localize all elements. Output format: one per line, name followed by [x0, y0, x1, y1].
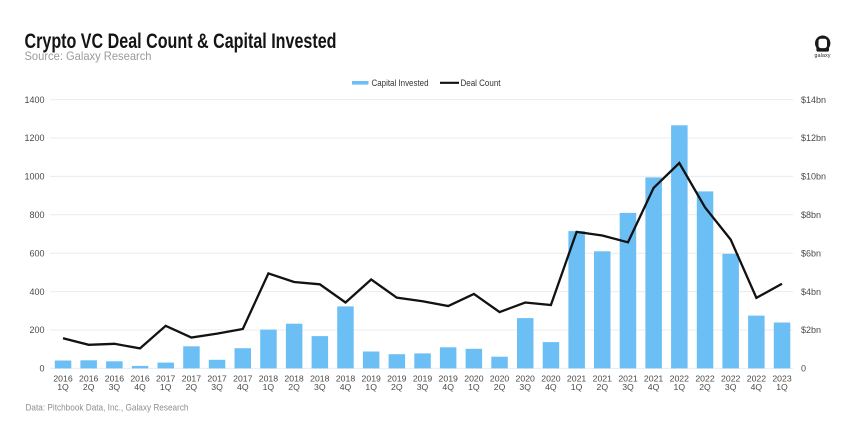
svg-text:2019: 2019	[362, 374, 381, 384]
svg-text:$12bn: $12bn	[801, 133, 826, 143]
svg-text:$8bn: $8bn	[801, 210, 821, 220]
svg-text:2022: 2022	[670, 374, 689, 384]
svg-text:4Q: 4Q	[442, 382, 454, 392]
svg-text:2021: 2021	[567, 374, 586, 384]
svg-text:$4bn: $4bn	[801, 287, 821, 297]
svg-text:1Q: 1Q	[160, 382, 172, 392]
svg-text:1Q: 1Q	[571, 382, 583, 392]
svg-text:Capital Invested: Capital Invested	[372, 78, 429, 89]
svg-text:galaxy: galaxy	[814, 53, 830, 59]
svg-text:200: 200	[29, 325, 44, 335]
svg-text:1Q: 1Q	[263, 382, 275, 392]
svg-text:$6bn: $6bn	[801, 248, 821, 258]
svg-text:1Q: 1Q	[468, 382, 480, 392]
svg-text:2019: 2019	[387, 374, 406, 384]
svg-text:1Q: 1Q	[674, 382, 686, 392]
svg-text:800: 800	[29, 210, 44, 220]
svg-text:1Q: 1Q	[365, 382, 377, 392]
svg-text:2020: 2020	[490, 374, 509, 384]
svg-text:Source: Galaxy Research: Source: Galaxy Research	[25, 49, 152, 63]
svg-text:3Q: 3Q	[417, 382, 429, 392]
svg-text:1200: 1200	[24, 133, 44, 143]
svg-text:2022: 2022	[721, 374, 740, 384]
svg-text:2020: 2020	[541, 374, 560, 384]
svg-text:2Q: 2Q	[699, 382, 711, 392]
svg-text:4Q: 4Q	[648, 382, 660, 392]
svg-text:3Q: 3Q	[519, 382, 531, 392]
svg-text:2022: 2022	[747, 374, 766, 384]
svg-text:2018: 2018	[310, 374, 329, 384]
svg-text:600: 600	[29, 248, 44, 258]
svg-text:4Q: 4Q	[134, 382, 146, 392]
svg-text:2018: 2018	[259, 374, 278, 384]
svg-text:2020: 2020	[516, 374, 535, 384]
svg-text:4Q: 4Q	[545, 382, 557, 392]
svg-text:2019: 2019	[413, 374, 432, 384]
svg-text:Crypto VC Deal Count & Capital: Crypto VC Deal Count & Capital Invested	[25, 30, 337, 53]
svg-text:2017: 2017	[207, 374, 226, 384]
svg-text:2Q: 2Q	[83, 382, 95, 392]
svg-text:2016: 2016	[105, 374, 124, 384]
svg-text:4Q: 4Q	[340, 382, 352, 392]
svg-text:400: 400	[29, 287, 44, 297]
svg-text:1000: 1000	[24, 172, 44, 182]
svg-text:2017: 2017	[156, 374, 175, 384]
svg-text:3Q: 3Q	[211, 382, 223, 392]
svg-text:2022: 2022	[695, 374, 714, 384]
svg-text:4Q: 4Q	[751, 382, 763, 392]
svg-text:2016: 2016	[53, 374, 72, 384]
svg-text:3Q: 3Q	[314, 382, 326, 392]
svg-text:2020: 2020	[464, 374, 483, 384]
svg-text:3Q: 3Q	[622, 382, 634, 392]
svg-text:1400: 1400	[24, 95, 44, 105]
svg-text:3Q: 3Q	[109, 382, 121, 392]
svg-text:0: 0	[39, 364, 44, 374]
svg-text:2018: 2018	[284, 374, 303, 384]
svg-text:2021: 2021	[593, 374, 612, 384]
svg-text:$14bn: $14bn	[801, 95, 826, 105]
svg-text:$10bn: $10bn	[801, 172, 826, 182]
svg-text:2Q: 2Q	[391, 382, 403, 392]
svg-text:2Q: 2Q	[288, 382, 300, 392]
svg-text:Deal Count: Deal Count	[461, 78, 501, 89]
svg-text:4Q: 4Q	[237, 382, 249, 392]
svg-text:2Q: 2Q	[597, 382, 609, 392]
svg-text:$2bn: $2bn	[801, 325, 821, 335]
svg-text:1Q: 1Q	[776, 382, 788, 392]
svg-text:2017: 2017	[233, 374, 252, 384]
svg-text:1Q: 1Q	[57, 382, 69, 392]
svg-text:2021: 2021	[618, 374, 637, 384]
svg-text:2016: 2016	[130, 374, 149, 384]
svg-text:3Q: 3Q	[725, 382, 737, 392]
svg-text:2023: 2023	[772, 374, 791, 384]
svg-text:Data: Pitchbook Data, Inc., Ga: Data: Pitchbook Data, Inc., Galaxy Resea…	[26, 403, 189, 414]
svg-text:2021: 2021	[644, 374, 663, 384]
svg-text:2018: 2018	[336, 374, 355, 384]
svg-text:2017: 2017	[182, 374, 201, 384]
svg-text:2019: 2019	[439, 374, 458, 384]
svg-text:0: 0	[801, 364, 806, 374]
svg-text:2Q: 2Q	[494, 382, 506, 392]
svg-text:2016: 2016	[79, 374, 98, 384]
svg-text:2Q: 2Q	[186, 382, 198, 392]
